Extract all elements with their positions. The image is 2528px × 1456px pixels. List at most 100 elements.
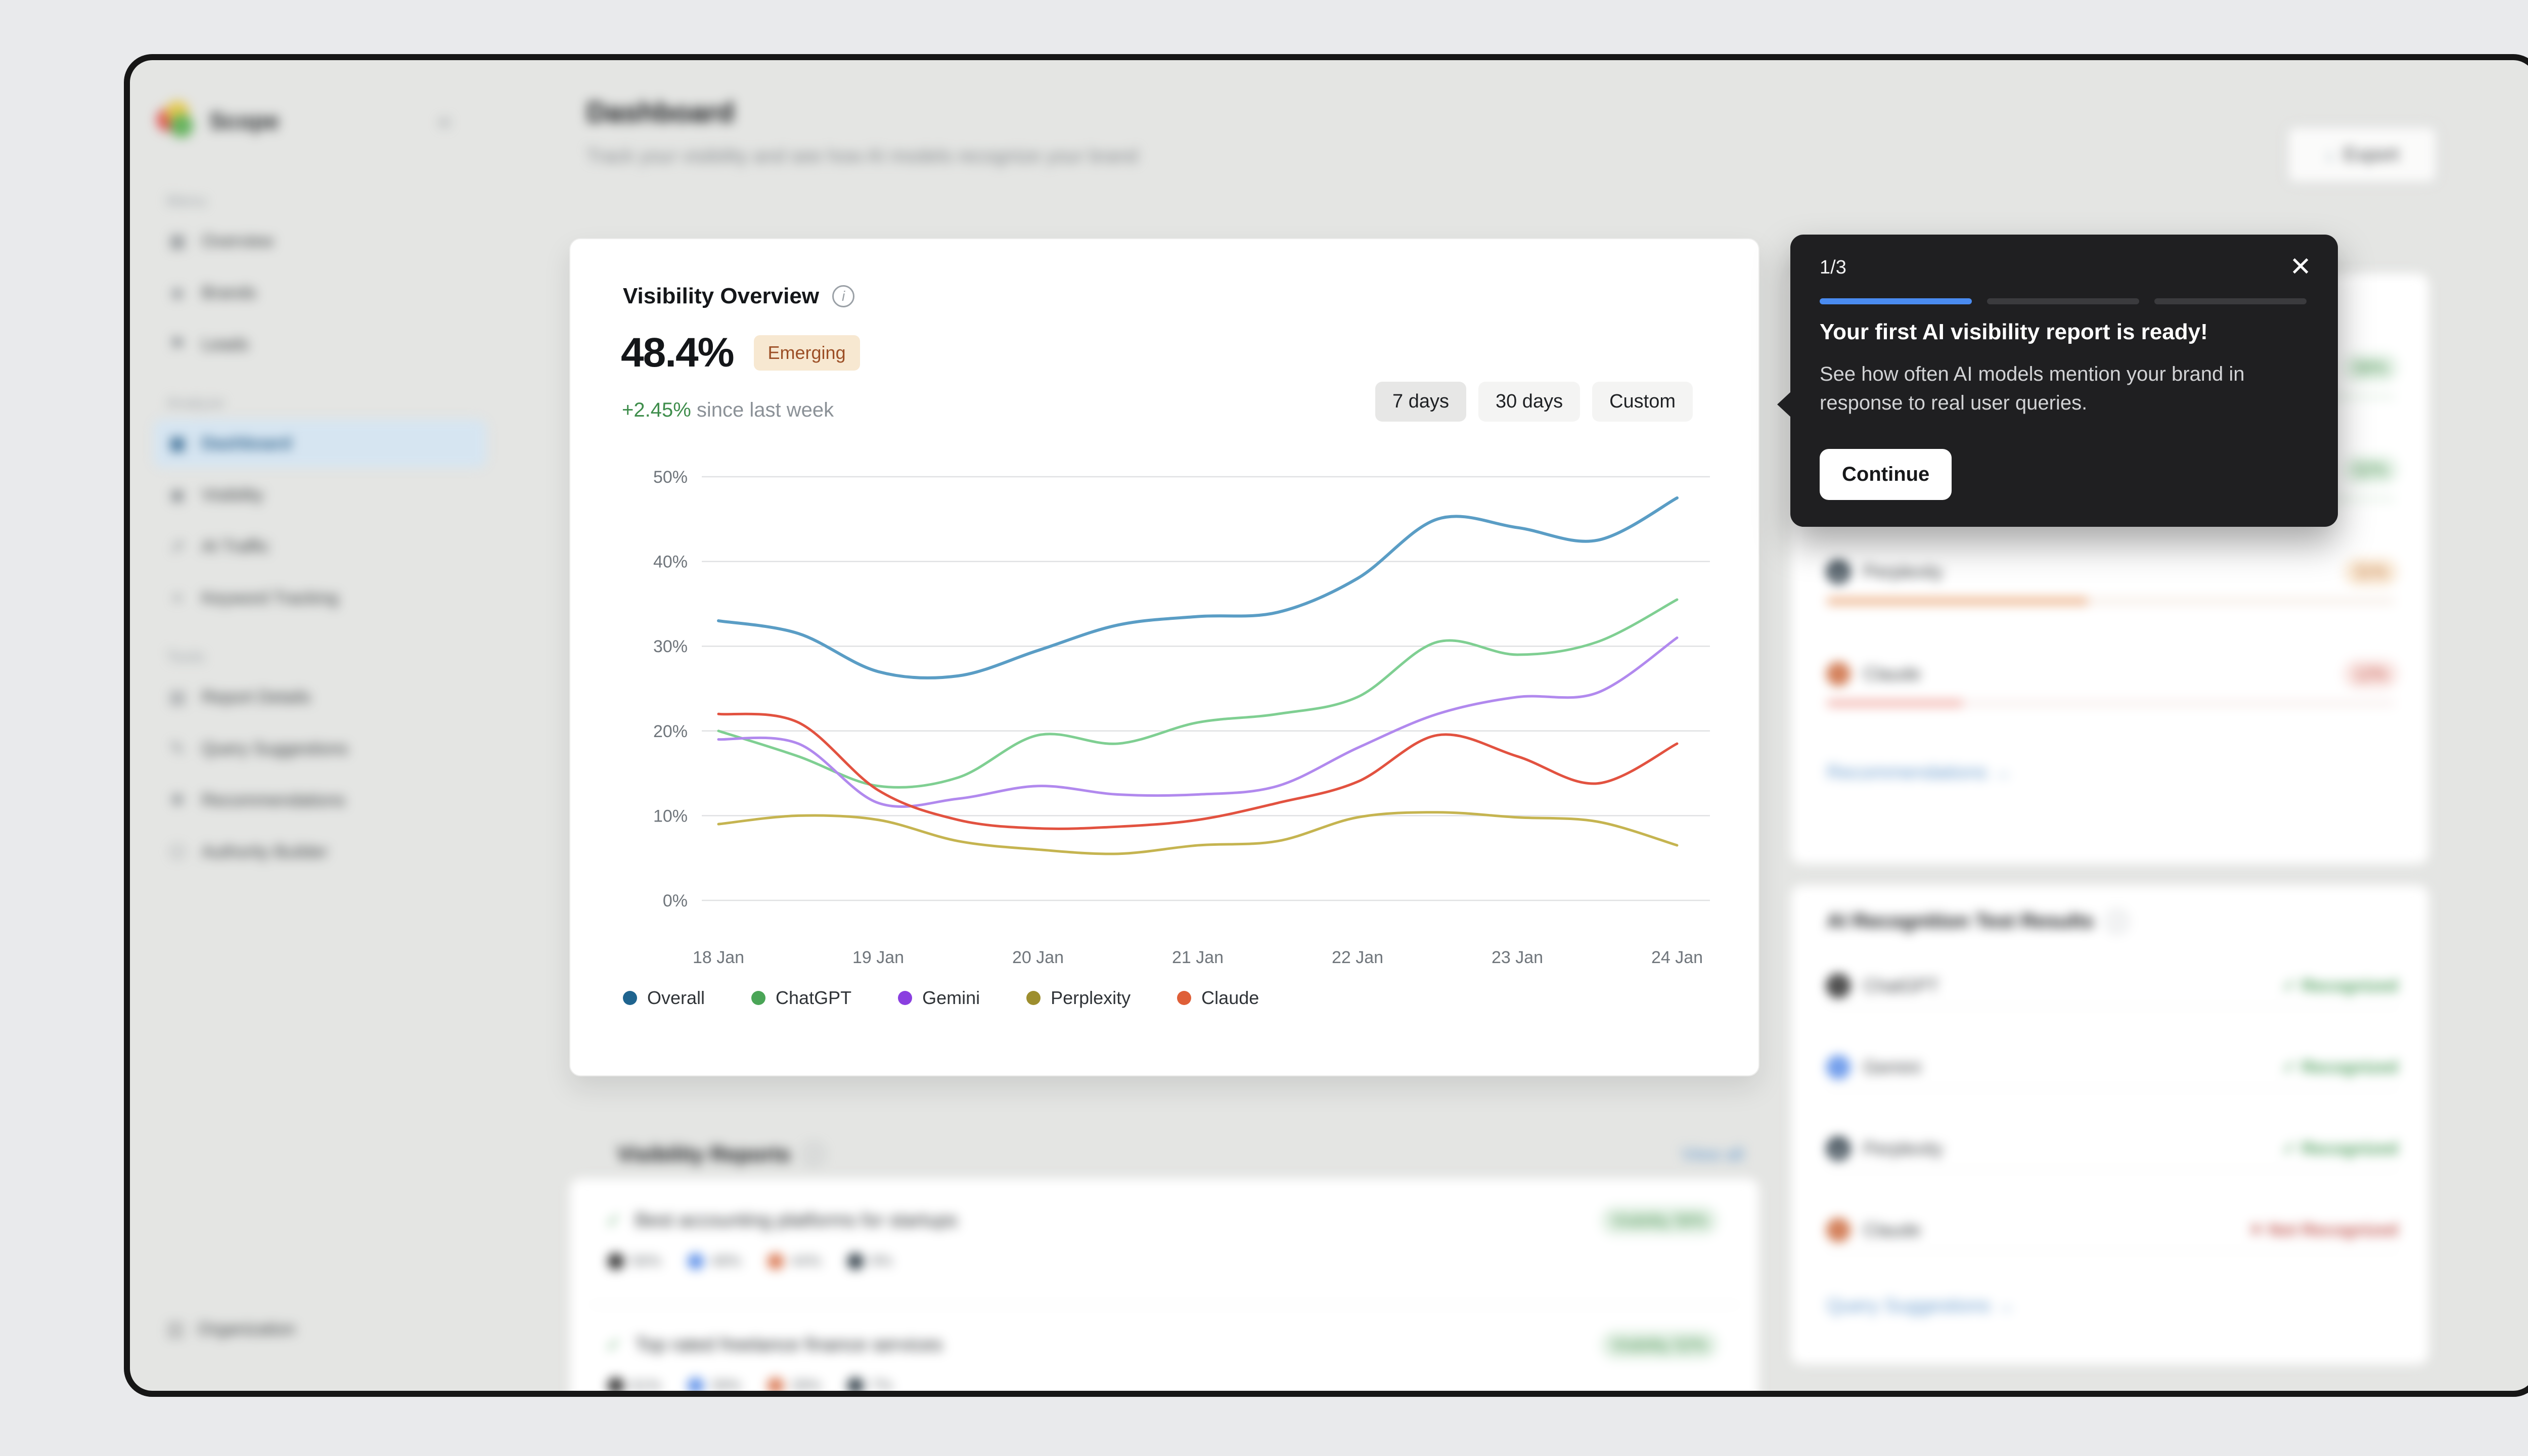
model-row-perplexity: ◆ Perplexity 31% (1827, 554, 2398, 589)
info-icon[interactable]: i (2106, 910, 2129, 933)
divider (591, 1304, 1738, 1305)
arrow-right-icon: → (1995, 1295, 2015, 1316)
export-label: Export (2343, 144, 2399, 165)
progress-fill (1827, 700, 1963, 707)
sidebar-item-visibility[interactable]: ◉ Visibility (153, 471, 487, 519)
ai-traffic-icon: ⇗ (170, 537, 185, 556)
view-all-link[interactable]: View all (1681, 1144, 1744, 1164)
model-score-badge: 52% (2343, 455, 2398, 484)
sidebar-item-report-details[interactable]: ▤ Report Details (153, 673, 487, 721)
y-tick-label: 0% (663, 891, 688, 911)
sidebar-item-ai-traffic[interactable]: ⇗ AI Traffic (153, 522, 487, 571)
chip-chatgpt: 56% (608, 1253, 661, 1270)
sidebar-item-label: Keyword Tracking (202, 588, 339, 608)
delta-value: +2.45% (622, 399, 691, 421)
model-name: ChatGPT (1863, 975, 1939, 996)
overview-icon: ▦ (169, 232, 186, 251)
brands-icon: ◈ (170, 283, 185, 302)
claude-icon: ✳ (1827, 662, 1850, 686)
check-icon: ✓ (606, 1210, 622, 1232)
sidebar-item-authority-builder[interactable]: ⬡ Authority Builder (153, 828, 487, 876)
visibility-overview-card: Visibility Overview i 48.4% Emerging +2.… (569, 238, 1759, 1076)
app-window: Scope « Menu ▦ Overview ◈ Brands ⚑ Leads Analyz… (124, 54, 2528, 1397)
series-line-chatgpt (717, 598, 1679, 789)
gemini-icon (688, 1378, 704, 1391)
status-badge: Emerging (753, 335, 860, 371)
logo-icon (157, 101, 196, 141)
sidebar-item-label: Brands (202, 283, 256, 302)
sidebar-item-query-suggestions[interactable]: ✎ Query Suggestions (153, 724, 487, 773)
sidebar-item-label: Authority Builder (202, 842, 328, 861)
info-icon[interactable]: i (832, 285, 855, 307)
report-row[interactable]: ✓ Best accounting platforms for startups (606, 1209, 958, 1232)
export-button[interactable]: ↓ Export (2287, 126, 2437, 184)
series-line-overall (717, 496, 1679, 679)
series-line-gemini (717, 636, 1679, 808)
close-icon[interactable]: ✕ (2289, 252, 2312, 282)
range-button-30-days[interactable]: 30 days (1478, 382, 1581, 422)
report-query: Best accounting platforms for startups (635, 1210, 958, 1231)
perplexity-icon: ◆ (1827, 560, 1850, 583)
x-tick-label: 23 Jan (1492, 948, 1543, 967)
series-line-perplexity (717, 811, 1679, 855)
legend-dot-icon (623, 991, 637, 1005)
legend-dot-icon (1177, 991, 1192, 1005)
recognition-status: ✓ Recognized (2282, 1058, 2398, 1077)
chip-value: 9% (871, 1253, 893, 1269)
organization-icon: ◫ (167, 1320, 184, 1339)
sidebar-collapse-icon[interactable]: « (438, 109, 451, 133)
sidebar-item-brands[interactable]: ◈ Brands (153, 268, 487, 317)
legend-label: Perplexity (1051, 987, 1131, 1008)
sidebar-item-label: Query Suggestions (202, 739, 348, 758)
chip-value: 44% (791, 1253, 822, 1269)
model-row-claude: ✳ Claude 12% (1827, 656, 2398, 692)
recommendations-link[interactable]: Recommendations → (1827, 762, 2012, 783)
recognition-card: AI Recognition Test Results i ✻ ChatGPT ✓ … (1790, 885, 2429, 1365)
legend-label: Gemini (922, 987, 980, 1008)
x-tick-label: 24 Jan (1651, 948, 1703, 967)
sidebar-section-label: Analyze (167, 395, 224, 412)
legend-dot-icon (1026, 991, 1041, 1005)
query-suggestions-link[interactable]: Query Suggestions → (1827, 1295, 2015, 1316)
card-title: Visibility Overview (623, 284, 820, 308)
y-tick-label: 10% (653, 806, 688, 826)
sidebar-item-label: Dashboard (202, 433, 292, 453)
range-selector: 7 days 30 days Custom (1375, 382, 1693, 422)
sidebar-item-keyword-tracking[interactable]: ⌖ Keyword Tracking (153, 574, 487, 622)
visibility-badge: Visibility 56% (1601, 1206, 1718, 1235)
sidebar-item-organization[interactable]: ◫ Organization (167, 1319, 295, 1339)
recognition-card-title: AI Recognition Test Results i (1827, 910, 2129, 933)
legend-item-claude: Claude (1177, 987, 1259, 1009)
sidebar-item-label: Visibility (202, 485, 264, 505)
chip-perplexity: 9% (847, 1253, 893, 1270)
progress-segment (2154, 298, 2307, 304)
recognition-row-chatgpt: ✻ ChatGPT ✓ Recognized (1827, 966, 2398, 1007)
range-button-custom[interactable]: Custom (1592, 382, 1693, 422)
perplexity-icon (847, 1378, 864, 1391)
x-tick-label: 21 Jan (1172, 948, 1224, 967)
report-row[interactable]: ✓ Top rated freelance finance services (606, 1334, 942, 1356)
sidebar-item-overview[interactable]: ▦ Overview (153, 217, 487, 265)
sidebar-section-label: Tools (167, 649, 205, 665)
delta-row: +2.45% since last week (622, 399, 834, 422)
continue-button[interactable]: Continue (1820, 449, 1952, 500)
gemini-icon (688, 1253, 704, 1269)
y-tick-label: 50% (653, 468, 688, 487)
range-button-7-days[interactable]: 7 days (1375, 382, 1466, 422)
popover-title: Your first AI visibility report is ready… (1820, 320, 2208, 344)
sidebar-item-dashboard[interactable]: ▣ Dashboard (153, 419, 487, 468)
step-progress (1820, 298, 2307, 304)
chip-value: 7% (871, 1377, 893, 1394)
recognition-status: ✓ Recognized (2282, 976, 2398, 995)
gemini-icon: ✦ (1827, 1056, 1850, 1079)
x-tick-label: 19 Jan (852, 948, 904, 967)
sidebar-section-label: Menu (167, 193, 207, 209)
model-progress-bar (1827, 598, 2395, 605)
sidebar-item-leads[interactable]: ⚑ Leads (153, 320, 487, 369)
sidebar-item-recommendations[interactable]: ❖ Recommendations (153, 776, 487, 825)
step-counter: 1/3 (1820, 257, 1846, 278)
perplexity-icon (847, 1253, 864, 1269)
model-name: Claude (1863, 1219, 1921, 1240)
chip-gemini: 39% (688, 1377, 741, 1391)
arrow-right-icon: → (1992, 762, 2012, 783)
